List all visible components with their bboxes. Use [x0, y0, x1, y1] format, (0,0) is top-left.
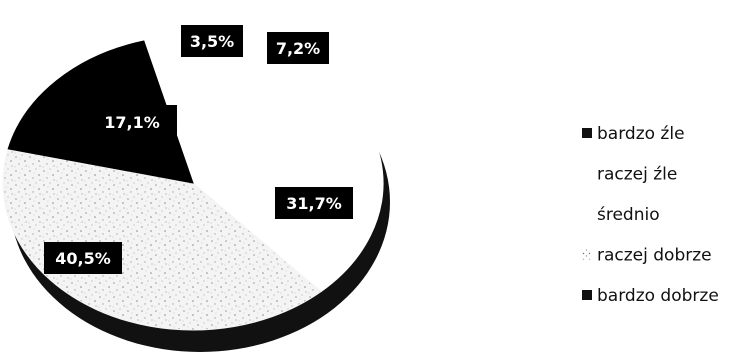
legend-label-4: raczej dobrze [597, 246, 712, 266]
pie-slice-3 [192, 47, 384, 293]
legend-marker-5 [582, 290, 592, 300]
data-label-3: 31,7% [286, 194, 342, 213]
legend-label-5: bardzo dobrze [597, 286, 719, 306]
data-label-box-1 [181, 25, 243, 57]
data-label-2: 7,2% [276, 39, 320, 58]
legend-marker-4 [582, 249, 592, 260]
data-label-box-2 [267, 32, 329, 64]
legend-label-2: raczej źle [597, 165, 677, 185]
legend-label-3: średnio [597, 205, 660, 225]
data-label-box-5 [87, 105, 177, 139]
data-label-4: 40,5% [55, 249, 111, 268]
legend-marker-1 [582, 128, 592, 138]
data-label-5: 17,1% [104, 113, 160, 132]
data-label-1: 3,5% [190, 32, 234, 51]
data-label-box-3 [275, 187, 353, 219]
data-label-box-4 [44, 242, 122, 274]
pie-slice-4 [2, 148, 322, 331]
legend-label-1: bardzo źle [597, 124, 685, 144]
